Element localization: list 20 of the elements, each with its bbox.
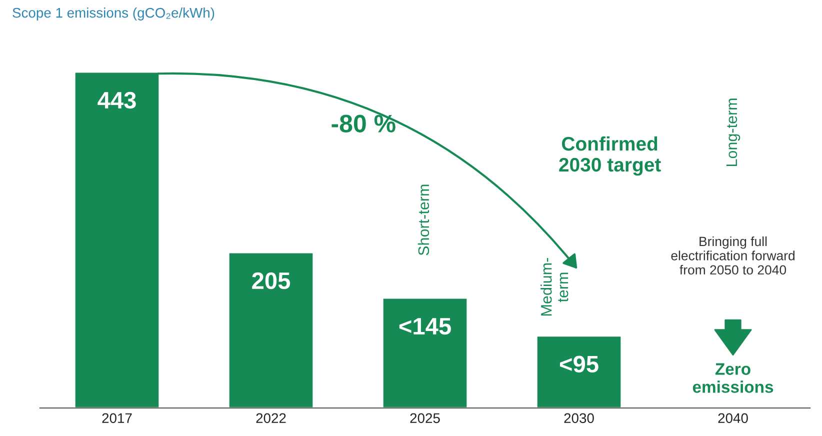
annotation: Zero emissions	[692, 363, 774, 393]
annotation: Confirmed 2030 target	[559, 136, 661, 176]
bar	[228, 252, 314, 408]
annotation: -80 %	[332, 114, 396, 132]
annotation: Bringing full electrification forward from 2050 to 2040	[671, 236, 794, 275]
data-label: <145	[399, 318, 451, 335]
data-label: 443	[98, 92, 136, 109]
data-label: <95	[560, 356, 598, 373]
x-tick-label: 2025	[410, 413, 440, 424]
x-tick-label: 2017	[102, 413, 132, 424]
x-tick-label: 2022	[256, 413, 286, 424]
x-tick-label: 2030	[564, 413, 594, 424]
annotation: Long-term	[726, 98, 740, 166]
chart-title: Scope 1 emissions (gCO₂e/kWh)	[12, 8, 214, 20]
bar	[536, 335, 622, 408]
x-tick-label: 2040	[718, 413, 748, 424]
data-label: 205	[252, 272, 290, 290]
bar	[382, 297, 468, 408]
annotation: Short-term	[418, 184, 430, 256]
annotation: Medium- term	[540, 258, 568, 316]
